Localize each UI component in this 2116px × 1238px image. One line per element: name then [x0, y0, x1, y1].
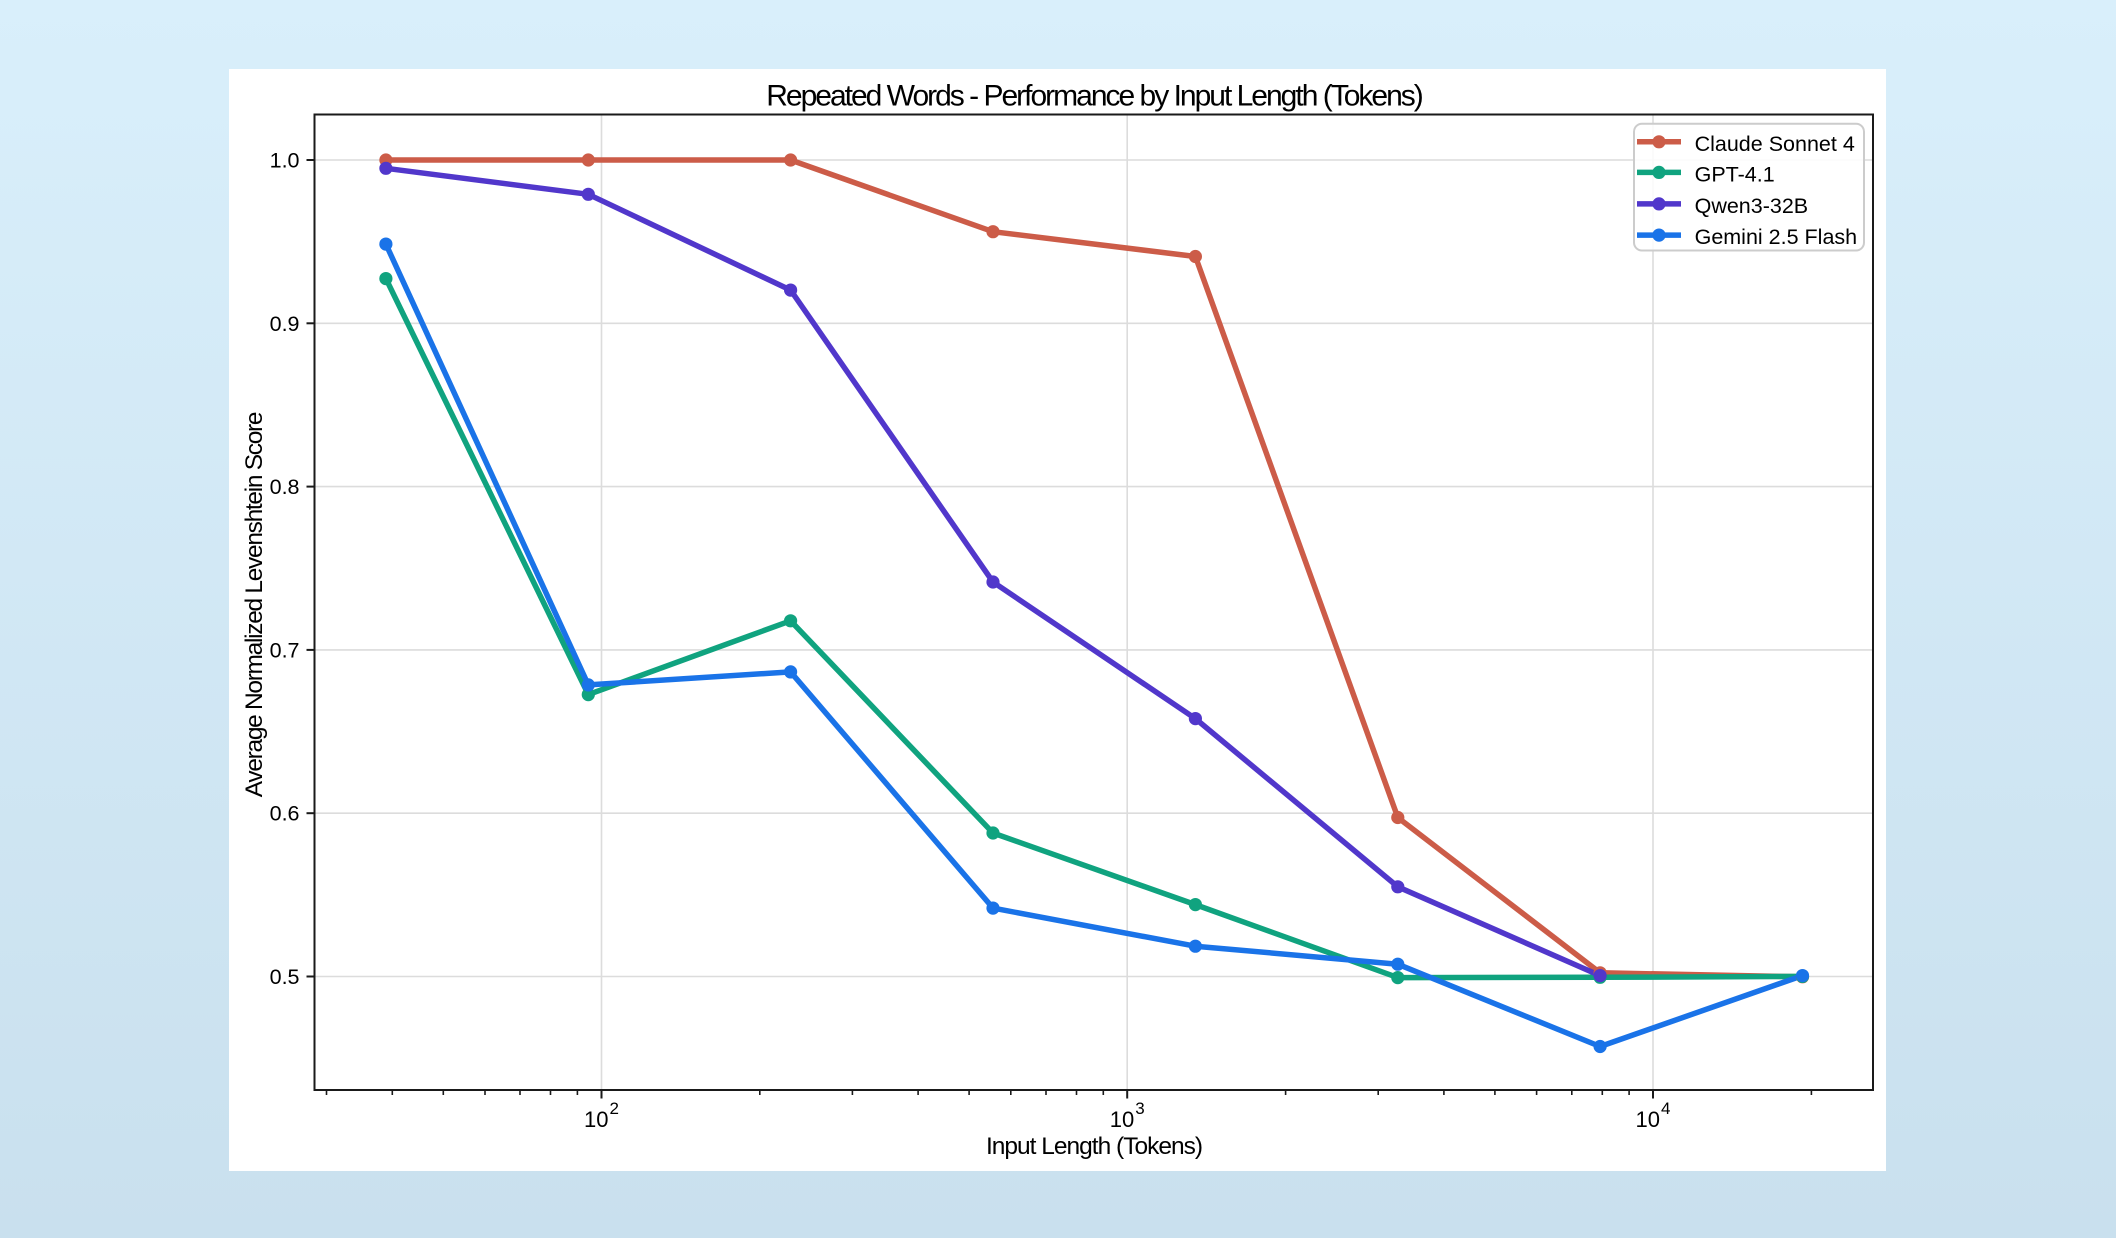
svg-text:Repeated Words - Performance b: Repeated Words - Performance by Input Le… — [766, 80, 1423, 113]
svg-text:Input Length (Tokens): Input Length (Tokens) — [986, 1133, 1202, 1160]
svg-text:Average Normalized Levenshtein: Average Normalized Levenshtein Score — [241, 412, 268, 797]
svg-text:0.8: 0.8 — [270, 475, 300, 499]
svg-text:Gemini 2.5 Flash: Gemini 2.5 Flash — [1695, 225, 1858, 249]
svg-text:0.9: 0.9 — [270, 312, 300, 336]
svg-text:1.0: 1.0 — [270, 149, 300, 173]
svg-text:104: 104 — [1636, 1099, 1671, 1132]
svg-text:0.6: 0.6 — [270, 802, 300, 826]
svg-text:102: 102 — [584, 1099, 619, 1132]
svg-text:Qwen3-32B: Qwen3-32B — [1695, 194, 1809, 218]
svg-text:GPT-4.1: GPT-4.1 — [1695, 162, 1775, 186]
svg-text:103: 103 — [1110, 1099, 1145, 1132]
svg-text:0.7: 0.7 — [270, 638, 300, 662]
svg-text:Claude Sonnet 4: Claude Sonnet 4 — [1695, 132, 1855, 156]
svg-text:0.5: 0.5 — [270, 965, 300, 989]
